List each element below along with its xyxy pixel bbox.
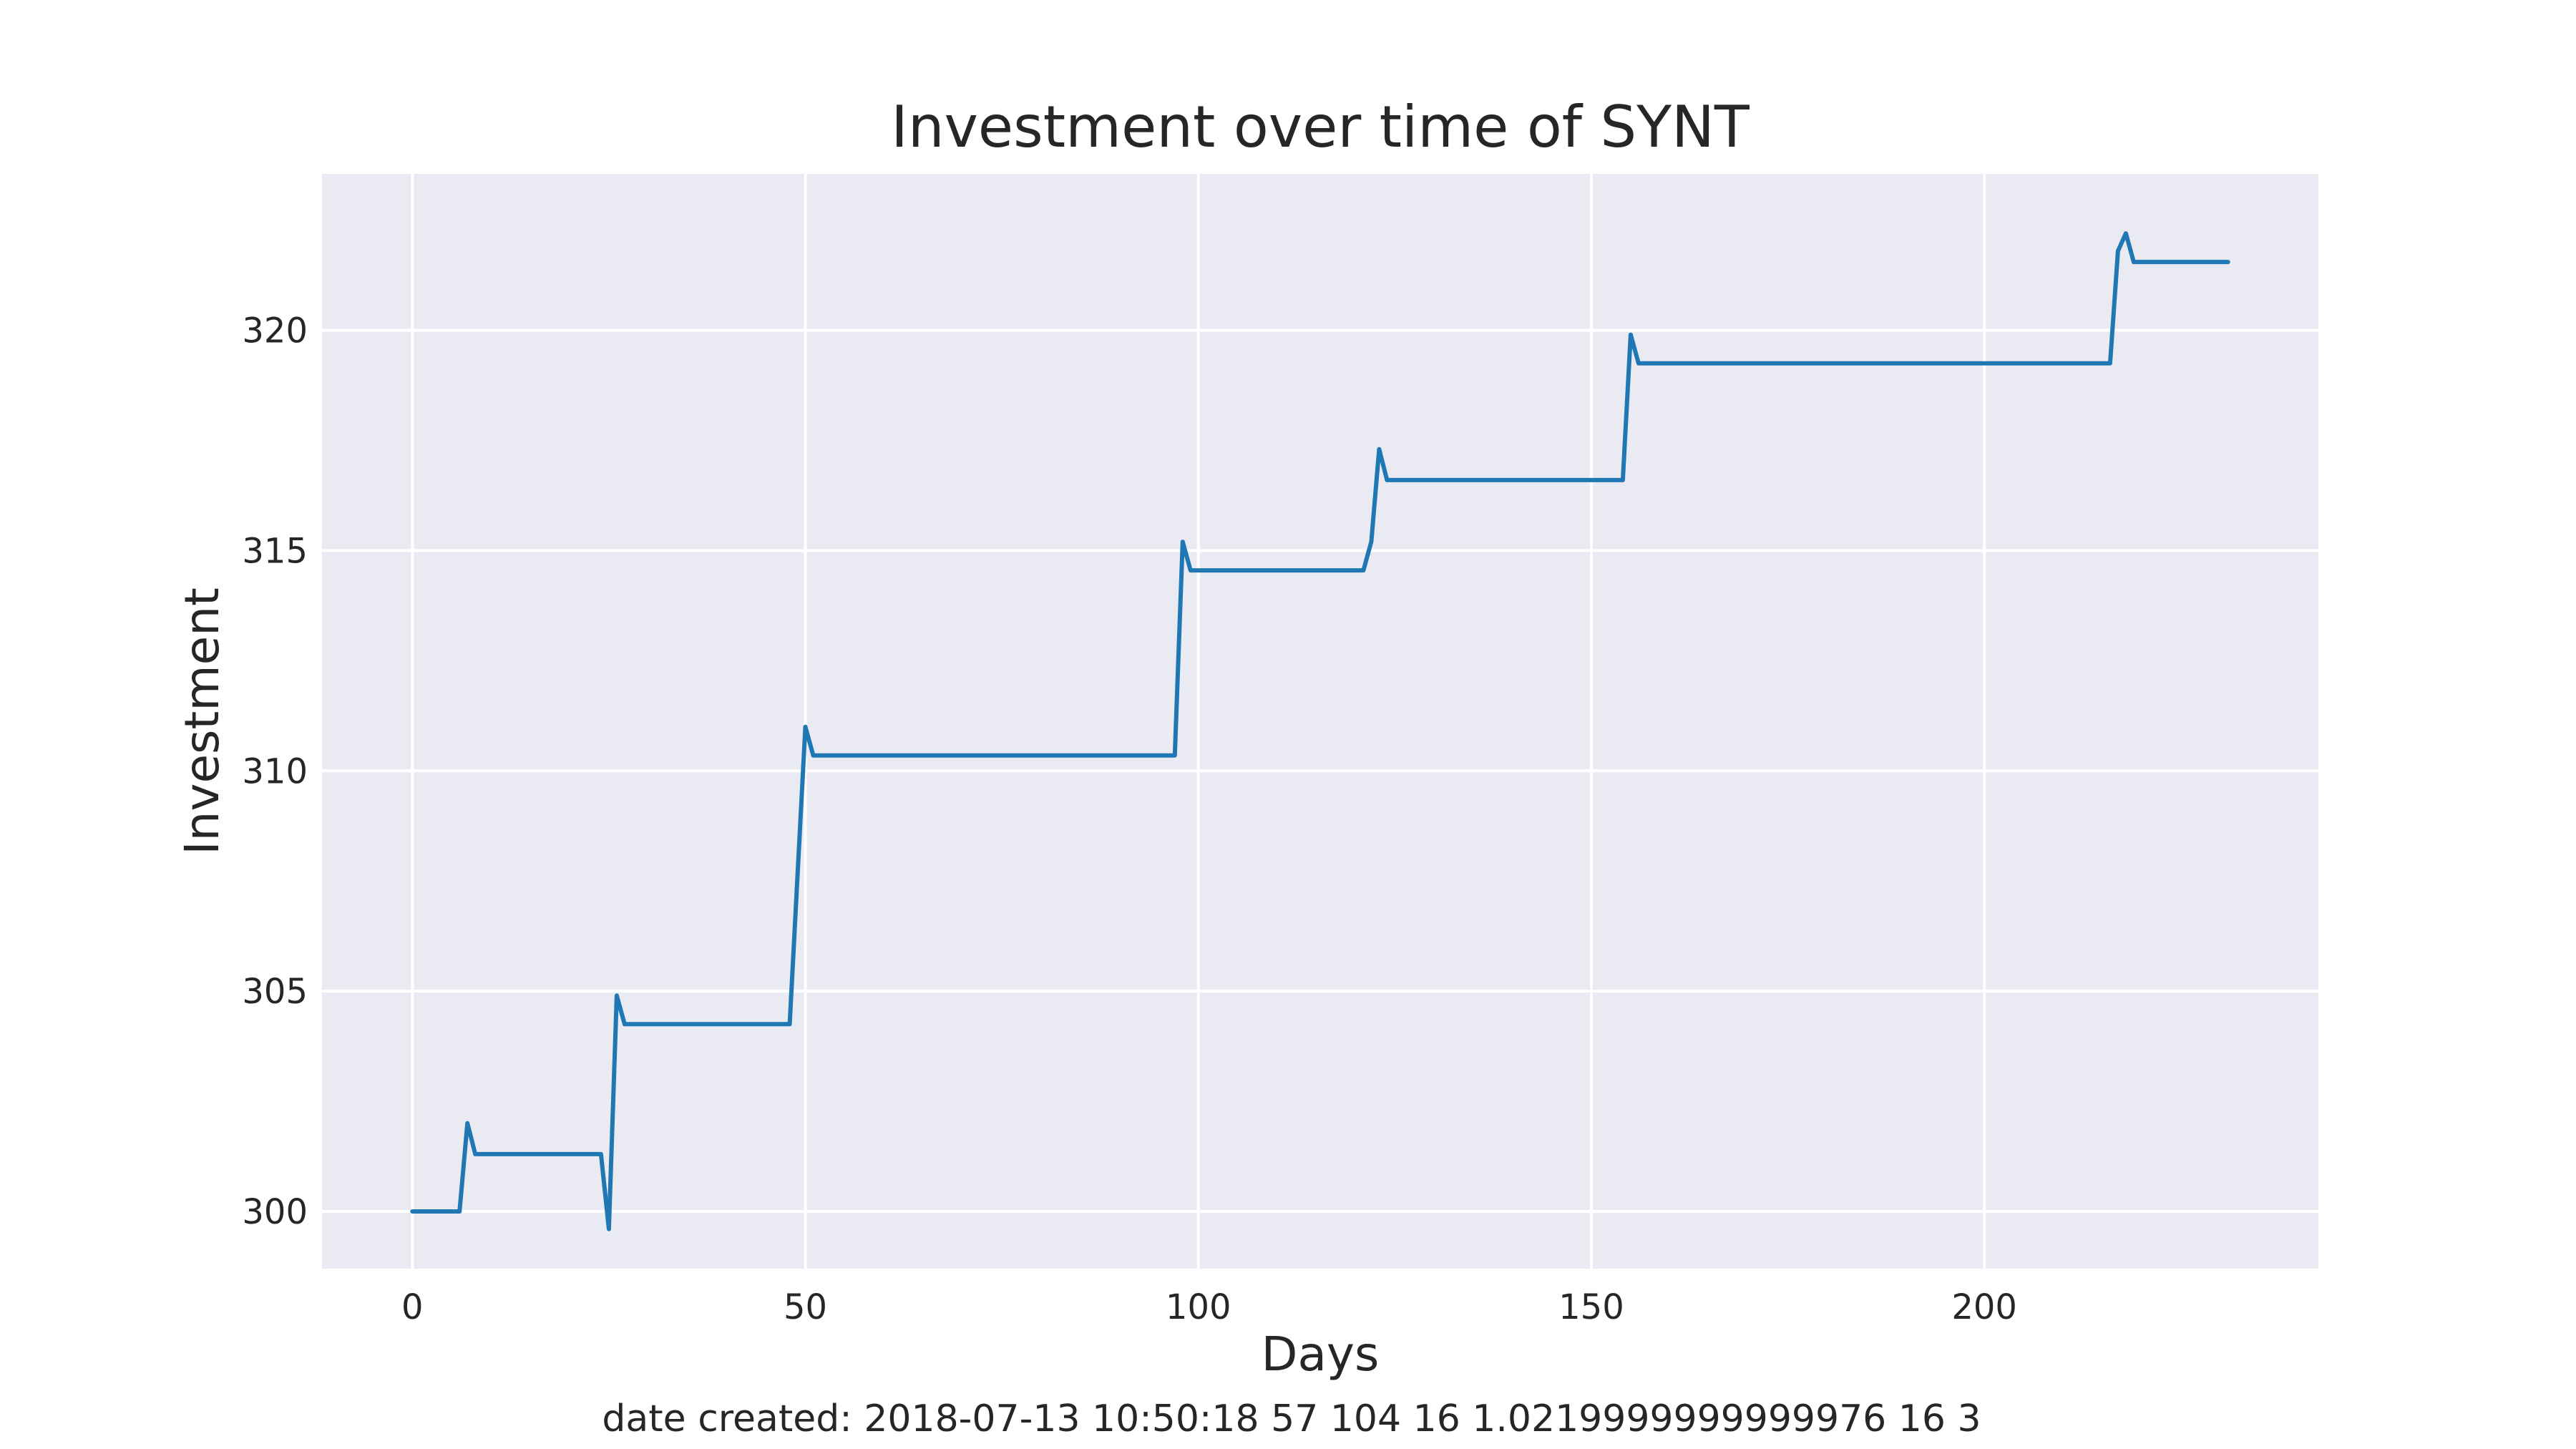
plot-background [322,174,2318,1269]
x-axis-label: Days [1262,1327,1380,1382]
tick-labels: 0 50 100 150 200 300 305 310 315 320 [242,311,2017,1327]
x-tick-label: 50 [784,1287,827,1327]
series-line [410,231,2230,1231]
footer-caption: date created: 2018-07-13 10:50:18 57 104… [602,1397,1981,1440]
y-tick-label: 320 [242,311,308,351]
y-tick-label: 300 [242,1192,308,1232]
x-tick-label: 150 [1558,1287,1624,1327]
x-tick-label: 200 [1951,1287,2017,1327]
chart-title: Investment over time of SYNT [891,94,1750,160]
grid-lines [322,174,2318,1269]
x-tick-label: 0 [401,1287,424,1327]
x-tick-label: 100 [1166,1287,1231,1327]
y-axis-label: Investment [175,587,230,855]
y-tick-label: 315 [242,531,308,571]
y-tick-label: 310 [242,751,308,791]
y-tick-label: 305 [242,972,308,1012]
